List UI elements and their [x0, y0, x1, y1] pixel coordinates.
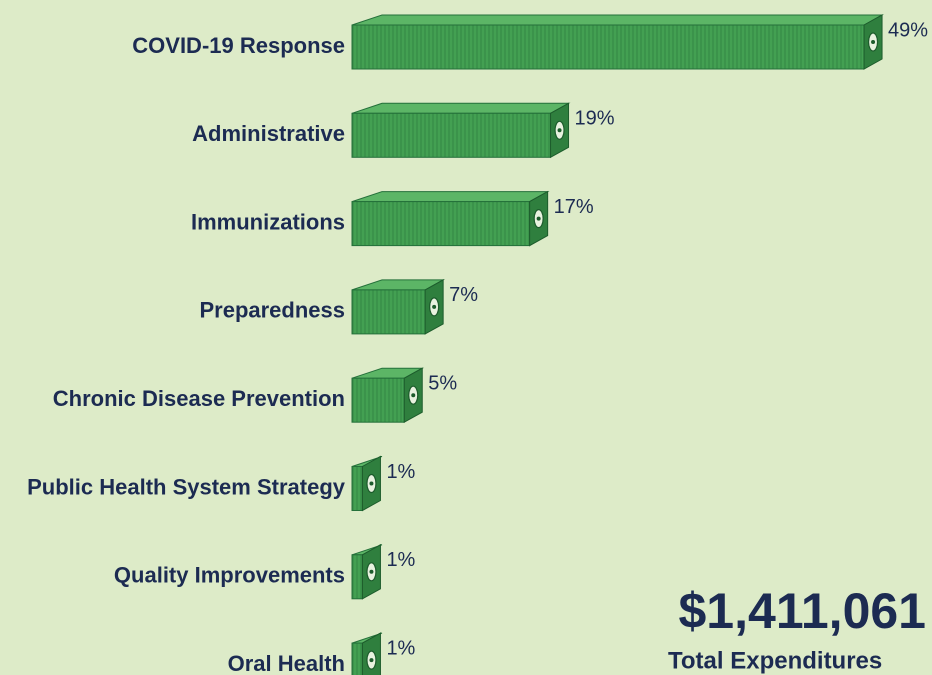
value-label: 1% — [386, 637, 415, 659]
bar-top — [352, 15, 882, 25]
category-label: Public Health System Strategy — [27, 474, 346, 499]
category-label: Oral Health — [228, 651, 345, 675]
bar — [352, 545, 382, 599]
bar-top — [352, 192, 548, 202]
total-amount: $1,411,061 — [679, 583, 927, 639]
bill-dot — [369, 570, 373, 574]
category-label: Quality Improvements — [114, 563, 345, 588]
bar-front — [352, 643, 362, 675]
value-label: 1% — [386, 549, 415, 571]
value-label: 7% — [449, 284, 478, 306]
bar-top — [352, 103, 569, 113]
bar — [352, 633, 382, 675]
bar-front — [352, 555, 362, 599]
bill-dot — [537, 217, 541, 221]
category-label: Preparedness — [199, 298, 345, 323]
value-label: 49% — [888, 19, 928, 41]
bar — [352, 192, 548, 246]
bill-dot — [411, 393, 415, 397]
total-label: Total Expenditures — [668, 647, 882, 674]
bar-front — [352, 113, 551, 157]
bill-dot — [558, 128, 562, 132]
value-label: 17% — [554, 196, 594, 218]
bar-front — [352, 202, 530, 246]
value-label: 1% — [386, 461, 415, 483]
bar-front — [352, 290, 425, 334]
bill-dot — [432, 305, 436, 309]
bar — [352, 15, 882, 69]
bar-front — [352, 378, 404, 422]
bar — [352, 457, 382, 511]
category-label: Chronic Disease Prevention — [53, 386, 345, 411]
bill-dot — [871, 40, 875, 44]
chart: $1,411,061 Total Expenditures 49% COVID-1… — [0, 0, 932, 675]
bar — [352, 368, 422, 422]
bill-dot — [369, 658, 373, 662]
bar-front — [352, 25, 864, 69]
bill-dot — [369, 482, 373, 486]
value-label: 19% — [575, 108, 615, 130]
bar — [352, 103, 569, 157]
category-label: COVID-19 Response — [132, 33, 345, 58]
bar — [352, 280, 443, 334]
category-label: Immunizations — [191, 209, 345, 234]
value-label: 5% — [428, 372, 457, 394]
bar-front — [352, 467, 362, 511]
category-label: Administrative — [192, 121, 345, 146]
